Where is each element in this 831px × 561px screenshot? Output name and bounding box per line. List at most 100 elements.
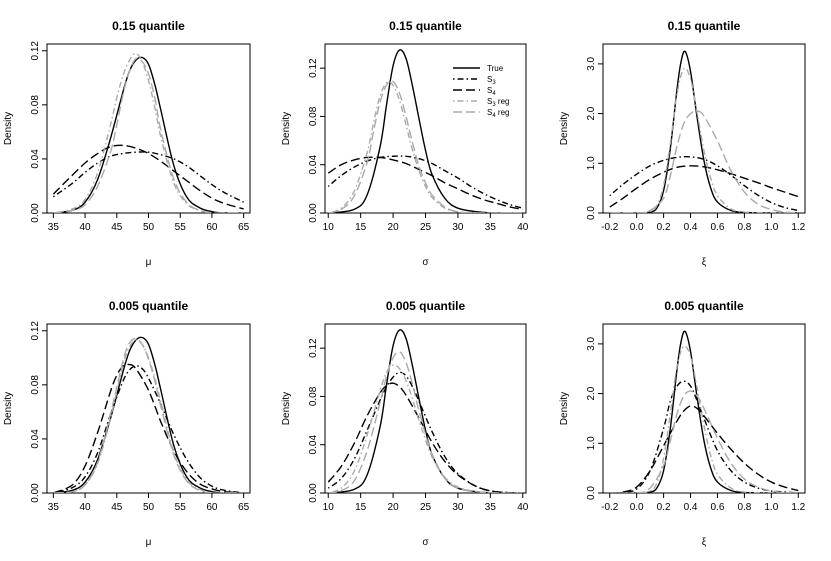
legend-label-s4-reg: S4 reg [487, 108, 509, 119]
series-line-s3 [52, 151, 244, 203]
x-axis-title: μ [146, 537, 152, 548]
y-tick-label: 2.0 [586, 106, 597, 120]
plot-frame [602, 43, 806, 214]
y-tick-label: 0.12 [308, 338, 319, 358]
series-line-s3 [609, 155, 799, 212]
x-tick-label: 35 [48, 222, 60, 233]
series-line-s3-reg [53, 52, 244, 213]
x-tick-label: 30 [452, 502, 464, 513]
legend-label-true: True [487, 64, 504, 73]
x-tick-label: 0.0 [630, 222, 644, 233]
x-tick-label: 30 [452, 222, 464, 233]
x-axis-title: ξ [702, 537, 707, 548]
series-line-s3-reg [609, 67, 799, 213]
series-group [609, 50, 799, 213]
series-line-s4 [609, 405, 799, 493]
y-tick-label: 1.0 [586, 156, 597, 170]
x-tick-label: 1.2 [791, 222, 805, 233]
x-tick-label: 35 [485, 502, 497, 513]
series-line-true [53, 336, 244, 493]
y-axis-title: Density [559, 112, 570, 145]
panel-title: 0.005 quantile [664, 299, 744, 313]
plot-frame [46, 323, 251, 494]
x-tick-label: -0.2 [601, 502, 619, 513]
plot-frame [602, 323, 806, 494]
panel-title: 0.005 quantile [109, 299, 189, 313]
plot-frame [324, 323, 527, 494]
y-tick-label: 0.0 [586, 206, 597, 220]
legend-label-s3: S3 [487, 75, 496, 86]
y-axis-title: Density [281, 112, 292, 145]
plot-frame [46, 43, 251, 214]
panel-3: 0.15 quantile -0.2 0.0 0.2 0.4 0.6 0.8 1.0 1.2 0.… [559, 19, 806, 268]
x-tick-label: 0.2 [657, 502, 671, 513]
y-tick-label: 0.04 [30, 429, 41, 449]
x-tick-label: 45 [111, 222, 123, 233]
legend-label-s3-reg: S3 reg [487, 97, 509, 108]
x-axis-title: ξ [702, 257, 707, 268]
x-tick-label: 0.0 [630, 502, 644, 513]
series-line-s4-reg [53, 57, 244, 213]
x-tick-label: 55 [175, 222, 187, 233]
x-tick-label: 0.2 [657, 222, 671, 233]
x-tick-label: 60 [206, 502, 218, 513]
x-axis-title: σ [422, 257, 429, 268]
series-line-s3-reg [53, 339, 244, 493]
series-line-s4-reg [328, 350, 523, 493]
x-tick-label: 35 [48, 502, 60, 513]
series-line-true [609, 330, 799, 493]
x-tick-label: 1.0 [764, 222, 778, 233]
y-tick-label: 0.04 [308, 435, 319, 455]
x-axis-title: σ [422, 537, 429, 548]
x-axis-title: μ [146, 257, 152, 268]
panel-2: 0.15 quantile 10 15 20 25 30 35 40 0.00 0.04 0.08 0… [281, 19, 529, 268]
x-tick-label: 0.8 [737, 502, 751, 513]
x-tick-label: 65 [238, 502, 250, 513]
y-tick-label: 0.08 [30, 375, 41, 395]
y-tick-label: 0.04 [308, 155, 319, 175]
series-group [53, 336, 244, 493]
series-group [327, 49, 523, 213]
panel-title: 0.15 quantile [112, 19, 185, 33]
y-tick-label: 0.00 [30, 483, 41, 503]
panel-title: 0.15 quantile [389, 19, 462, 33]
series-line-s3-reg [609, 345, 799, 493]
y-tick-label: 0.00 [308, 483, 319, 503]
series-line-s3-reg [327, 81, 523, 213]
x-tick-label: 65 [238, 222, 250, 233]
series-group [327, 329, 523, 493]
y-tick-label: 0.08 [30, 95, 41, 115]
y-tick-label: 0.12 [30, 321, 41, 341]
series-line-s4 [327, 382, 523, 493]
y-tick-label: 3.0 [586, 336, 597, 350]
series-line-s4 [52, 144, 244, 210]
y-tick-label: 0.00 [308, 203, 319, 223]
y-axis-title: Density [3, 112, 14, 145]
x-tick-label: 0.4 [684, 502, 698, 513]
series-line-s4 [327, 156, 523, 211]
series-line-s4-reg [609, 110, 799, 213]
y-tick-label: 2.0 [586, 386, 597, 400]
y-tick-label: 1.0 [586, 436, 597, 450]
series-line-true [609, 50, 799, 213]
x-tick-label: 35 [485, 222, 497, 233]
y-tick-label: 0.08 [308, 106, 319, 126]
series-line-true [53, 56, 244, 213]
x-tick-label: 1.2 [791, 502, 805, 513]
x-tick-label: 40 [80, 222, 92, 233]
x-tick-label: 50 [143, 502, 155, 513]
y-tick-label: 0.08 [308, 386, 319, 406]
series-group [52, 52, 244, 213]
x-tick-label: 45 [111, 502, 123, 513]
panel-title: 0.15 quantile [668, 19, 741, 33]
x-tick-label: 40 [517, 502, 529, 513]
x-tick-label: 20 [388, 502, 400, 513]
series-group [609, 330, 799, 493]
series-line-s4 [609, 165, 799, 208]
y-tick-label: 0.12 [308, 58, 319, 78]
x-tick-label: 0.4 [684, 222, 698, 233]
series-line-true [328, 49, 523, 213]
x-tick-label: -0.2 [601, 222, 619, 233]
y-axis-title: Density [3, 392, 14, 425]
